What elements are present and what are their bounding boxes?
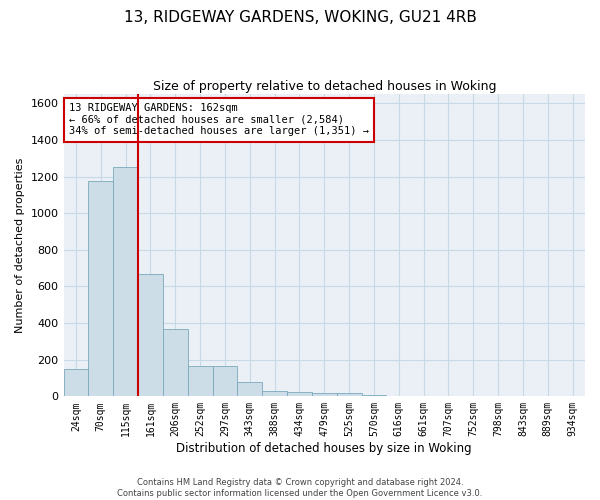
Bar (64, 369, 88, 396)
Bar (238, 382, 262, 396)
Bar (88, 181, 113, 396)
Bar (212, 366, 238, 396)
Bar (337, 392, 362, 396)
Bar (262, 391, 287, 396)
X-axis label: Distribution of detached houses by size in Woking: Distribution of detached houses by size … (176, 442, 472, 455)
Y-axis label: Number of detached properties: Number of detached properties (15, 158, 25, 333)
Text: 13, RIDGEWAY GARDENS, WOKING, GU21 4RB: 13, RIDGEWAY GARDENS, WOKING, GU21 4RB (124, 10, 476, 25)
Text: Contains HM Land Registry data © Crown copyright and database right 2024.
Contai: Contains HM Land Registry data © Crown c… (118, 478, 482, 498)
Title: Size of property relative to detached houses in Woking: Size of property relative to detached ho… (152, 80, 496, 93)
Bar (312, 392, 337, 396)
Bar (188, 366, 212, 396)
Bar (138, 274, 163, 396)
Bar (287, 392, 312, 396)
Text: 13 RIDGEWAY GARDENS: 162sqm
← 66% of detached houses are smaller (2,584)
34% of : 13 RIDGEWAY GARDENS: 162sqm ← 66% of det… (69, 103, 369, 136)
Bar (163, 328, 188, 396)
Bar (113, 168, 138, 396)
Bar (362, 394, 386, 396)
